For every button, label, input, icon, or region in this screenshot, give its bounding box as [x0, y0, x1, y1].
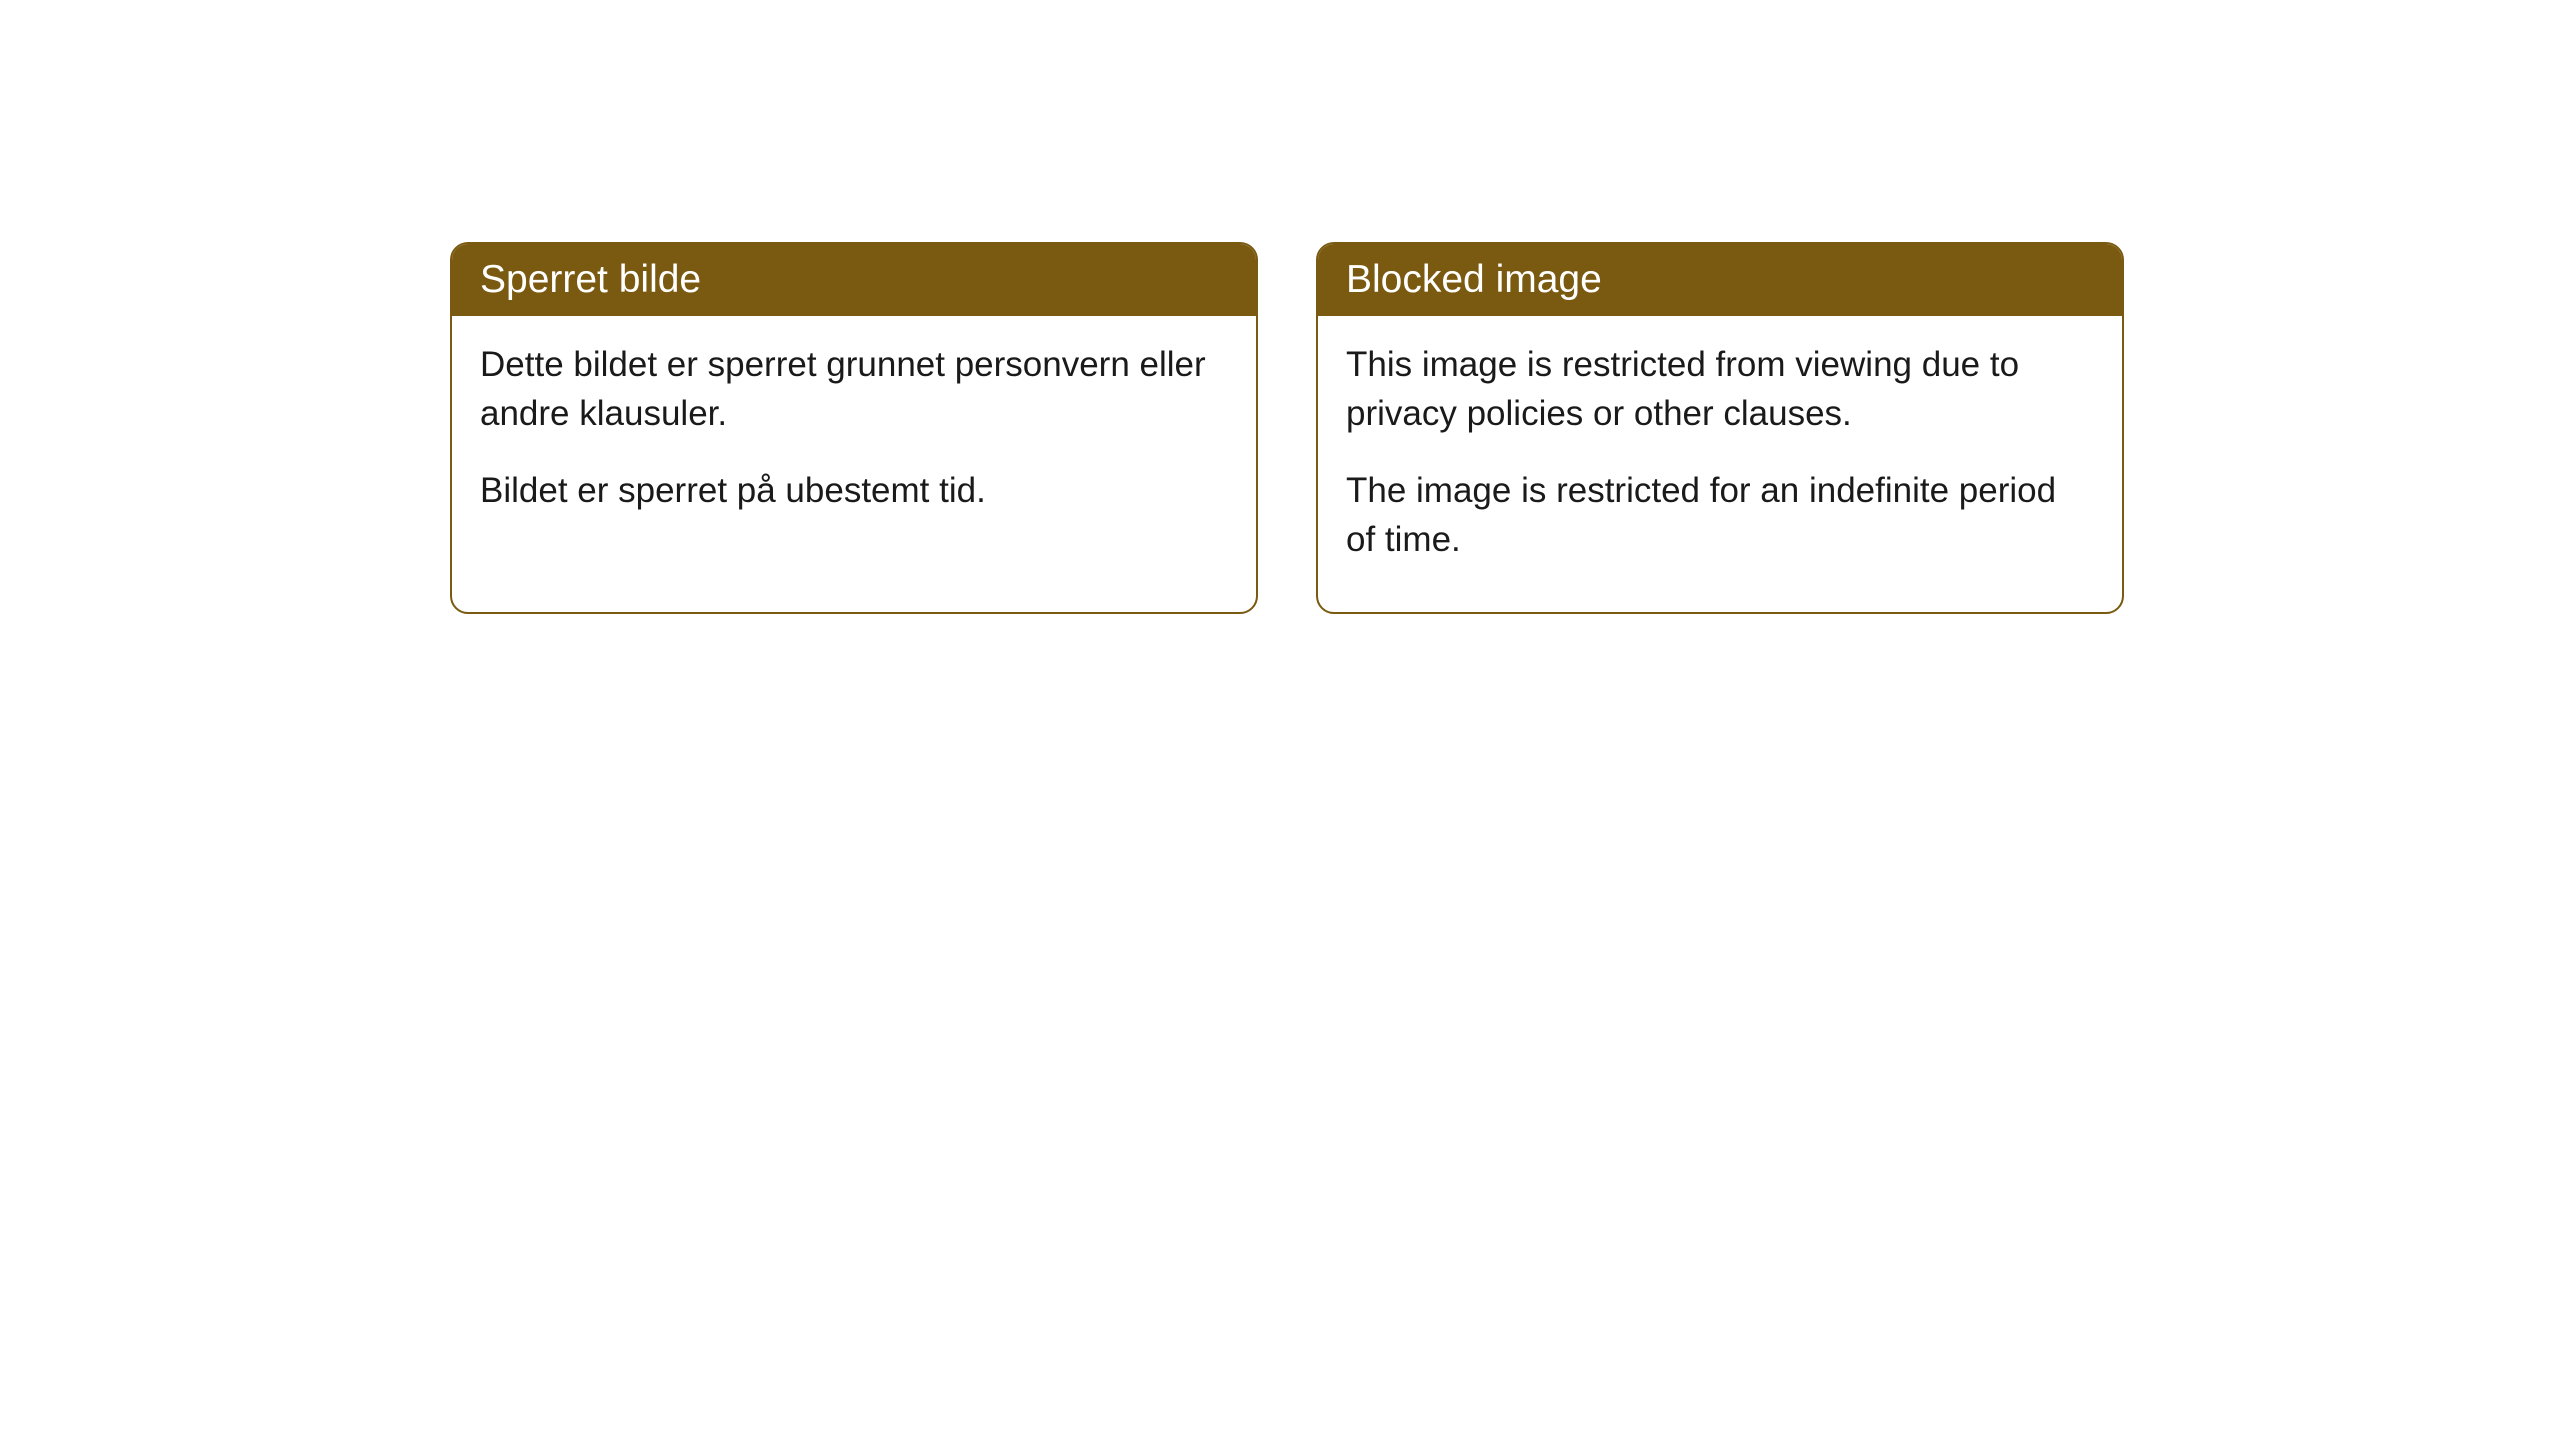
blocked-image-card-norwegian: Sperret bilde Dette bildet er sperret gr…	[450, 242, 1258, 614]
card-body: This image is restricted from viewing du…	[1318, 316, 2122, 612]
card-paragraph: The image is restricted for an indefinit…	[1346, 466, 2094, 564]
notice-cards-container: Sperret bilde Dette bildet er sperret gr…	[450, 242, 2124, 614]
blocked-image-card-english: Blocked image This image is restricted f…	[1316, 242, 2124, 614]
card-paragraph: This image is restricted from viewing du…	[1346, 340, 2094, 438]
card-header: Sperret bilde	[452, 244, 1256, 316]
card-title: Sperret bilde	[480, 258, 701, 301]
card-paragraph: Dette bildet er sperret grunnet personve…	[480, 340, 1228, 438]
card-body: Dette bildet er sperret grunnet personve…	[452, 316, 1256, 563]
card-header: Blocked image	[1318, 244, 2122, 316]
card-paragraph: Bildet er sperret på ubestemt tid.	[480, 466, 1228, 515]
card-title: Blocked image	[1346, 258, 1602, 301]
